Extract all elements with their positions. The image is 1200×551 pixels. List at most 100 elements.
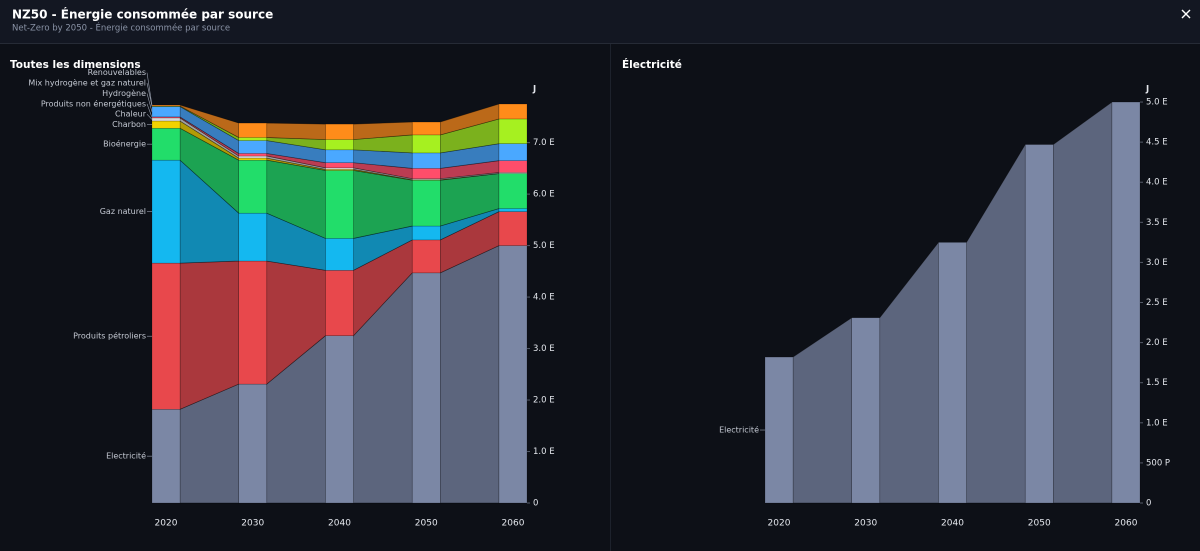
bar-segment	[498, 211, 528, 246]
bar-segment	[412, 179, 441, 227]
y-tick-label: 7.0 E	[533, 138, 555, 148]
bar-segment	[498, 173, 528, 209]
series-label: Renouvelables	[88, 68, 146, 77]
y-tick-label: 3.0 E	[533, 344, 555, 354]
x-tick-label: 2050	[415, 519, 438, 529]
label-connector	[146, 93, 153, 112]
y-tick-label: 6.0 E	[533, 190, 555, 200]
x-tick-label: 2040	[941, 519, 964, 529]
header-bar	[0, 0, 1200, 43]
x-tick-label: 2060	[1115, 519, 1138, 529]
y-axis-unit: J	[532, 85, 536, 95]
x-tick-label: 2040	[328, 519, 351, 529]
bar-segment	[238, 159, 267, 214]
x-tick-label: 2030	[854, 519, 877, 529]
y-tick-label: 5.0 E	[1146, 98, 1168, 108]
bar-segment	[238, 140, 267, 154]
y-tick-label: 4.5 E	[1146, 138, 1168, 148]
bar-segment	[412, 121, 441, 136]
x-tick-label: 2060	[502, 519, 525, 529]
series-label: Hydrogène	[102, 88, 146, 98]
series-label: Bioénergie	[103, 139, 146, 149]
series-label: Chaleur	[115, 110, 147, 119]
series-label: Mix hydrogène et gaz naturel	[28, 78, 146, 88]
bar-segment	[151, 106, 181, 118]
bar-segment	[325, 123, 354, 140]
bar-segment	[1025, 144, 1054, 504]
y-tick-label: 3.0 E	[1146, 258, 1168, 268]
bar-segment	[764, 356, 794, 504]
bar-segment	[325, 162, 354, 169]
close-icon[interactable]	[1181, 9, 1191, 19]
y-tick-label: 1.0 E	[1146, 418, 1168, 428]
y-tick-label: 0	[533, 499, 538, 509]
bar-segment	[151, 409, 181, 504]
bar-segment	[938, 242, 967, 504]
bar-segment	[151, 104, 181, 107]
label-connector	[146, 72, 153, 106]
y-tick-label: 2.0 E	[1146, 338, 1168, 348]
y-tick-label: 4.0 E	[533, 293, 555, 303]
bar-segment	[325, 139, 354, 151]
bar-segment	[325, 335, 354, 504]
flow-band	[353, 170, 413, 239]
y-tick-label: 500 P	[1146, 458, 1170, 468]
flow-band	[266, 122, 326, 140]
y-axis-unit: J	[1145, 85, 1149, 95]
label-connector	[146, 114, 153, 120]
bar-segment	[238, 212, 267, 262]
y-tick-label: 3.5 E	[1146, 218, 1168, 228]
close-button[interactable]	[1181, 9, 1191, 19]
label-connector	[146, 82, 153, 107]
y-tick-label: 2.5 E	[1146, 298, 1168, 308]
y-tick-label: 0	[1146, 499, 1151, 509]
bar-segment	[238, 260, 267, 385]
bar-segment	[1111, 101, 1141, 504]
bar-segment	[412, 168, 441, 179]
bar-segment	[238, 137, 267, 141]
label-connector	[146, 103, 153, 118]
flow-band	[179, 260, 240, 410]
bar-segment	[498, 118, 528, 144]
header-subtitle: Net-Zero by 2050 - Énergie consommée par…	[12, 22, 230, 34]
panel-title: Toutes les dimensions	[10, 59, 141, 71]
bar-segment	[325, 149, 354, 163]
bar-segment	[412, 239, 441, 274]
flow-band	[439, 245, 500, 504]
series-label: Produits pétroliers	[73, 331, 146, 341]
bar-segment	[412, 272, 441, 504]
bar-segment	[325, 270, 354, 336]
bar-segment	[238, 155, 267, 159]
bar-segment	[325, 170, 354, 239]
bar-segment	[151, 159, 181, 264]
bar-segment	[238, 157, 267, 161]
bar-segment	[325, 238, 354, 271]
bar-segment	[498, 143, 528, 161]
bar-segment	[412, 134, 441, 154]
x-tick-label: 2050	[1028, 519, 1051, 529]
x-tick-label: 2020	[155, 519, 178, 529]
bar-segment	[498, 103, 528, 120]
bar-segment	[238, 122, 267, 138]
bar-segment	[238, 153, 267, 157]
flow-band	[1052, 101, 1113, 504]
bar-segment	[412, 152, 441, 169]
x-tick-label: 2020	[768, 519, 791, 529]
series-label: Gaz naturel	[100, 207, 146, 216]
bar-segment	[151, 120, 181, 129]
y-tick-label: 2.0 E	[533, 396, 555, 406]
bar-segment	[412, 225, 441, 241]
bar-segment	[151, 127, 181, 161]
series-label: Electricité	[106, 451, 146, 461]
y-tick-label: 4.0 E	[1146, 178, 1168, 188]
bar-segment	[498, 160, 528, 173]
panel-title: Électricité	[622, 58, 682, 71]
y-tick-label: 5.0 E	[533, 241, 555, 251]
series-label: Produits non énergétiques	[41, 98, 146, 108]
series-label: Charbon	[112, 120, 146, 129]
bar-segment	[151, 117, 181, 122]
header-title: NZ50 - Énergie consommée par source	[12, 7, 273, 22]
series-label: Electricité	[719, 425, 759, 435]
bar-segment	[151, 262, 181, 410]
